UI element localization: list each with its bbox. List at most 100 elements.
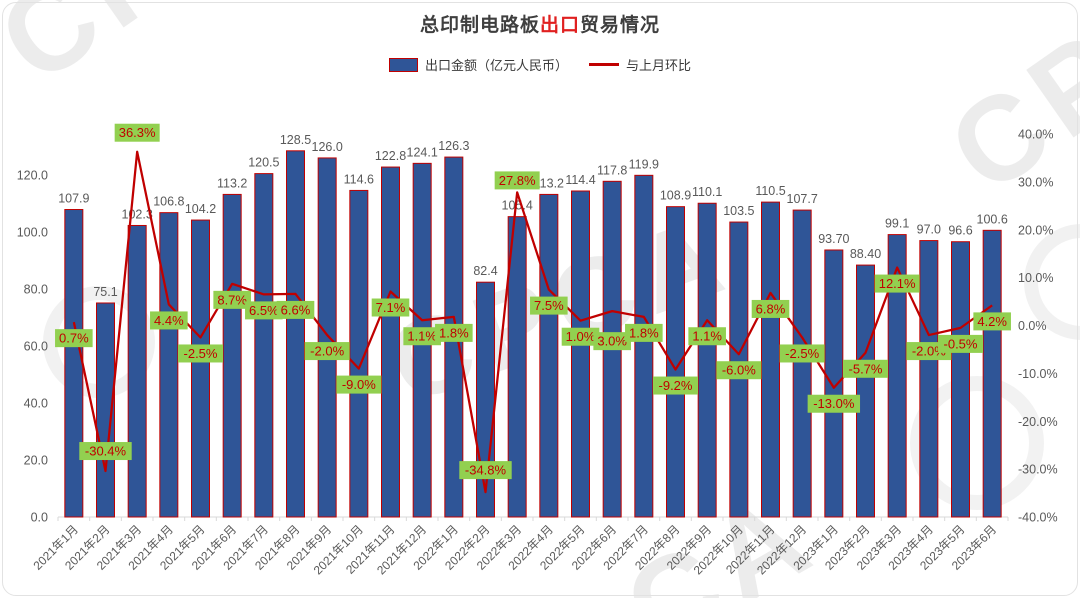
bar-value-label: 108.9 (660, 189, 691, 203)
pct-label: 36.3% (119, 125, 156, 140)
pct-label-bg (688, 327, 726, 346)
pct-label-bg (874, 274, 920, 293)
bar-value-label: 104.2 (185, 202, 216, 216)
y-axis-left-label: 100.0 (17, 226, 48, 240)
y-axis-right-label: 40.0% (1018, 128, 1053, 142)
pct-label-bg (459, 461, 512, 480)
legend-bar-swatch (388, 57, 418, 72)
y-axis-right-label: 20.0% (1018, 223, 1053, 237)
pct-label: 1.8% (439, 325, 469, 340)
bar-value-label: 88.40 (850, 247, 881, 261)
legend-line-swatch (589, 63, 619, 66)
bar-value-label: 102.3 (122, 207, 153, 221)
pct-label-bg (938, 334, 983, 353)
bar-value-label: 113.2 (217, 176, 247, 190)
chart-legend: 出口金额（亿元人民币） 与上月环比 (0, 55, 1080, 74)
bar (951, 241, 970, 518)
bar-value-label: 128.5 (280, 133, 311, 147)
bar (792, 209, 812, 518)
pct-label: -2.5% (184, 346, 218, 361)
bar-value-label: 97.0 (917, 223, 941, 237)
pct-label: -5.7% (849, 361, 883, 376)
title-suffix: 贸易情况 (580, 15, 661, 36)
bar-value-label: 110.5 (755, 184, 785, 198)
bar (254, 173, 274, 518)
bar (761, 201, 780, 518)
bar (697, 202, 717, 518)
pct-label-bg (625, 323, 663, 342)
bar (222, 193, 242, 518)
bar (317, 157, 337, 518)
pct-label: -13.0% (813, 396, 855, 411)
pct-label-bg (178, 344, 223, 363)
pct-label-bg (973, 312, 1011, 331)
pct-label: 7.1% (376, 300, 406, 315)
pct-label: 1.1% (407, 329, 437, 344)
y-axis-right-label: 30.0% (1018, 175, 1053, 189)
bar-value-label: 119.9 (629, 157, 659, 171)
pct-label: -9.2% (659, 378, 693, 393)
bar (349, 189, 369, 518)
pct-label: -9.0% (342, 377, 376, 392)
bar (191, 219, 210, 518)
y-axis-right-label: -20.0% (1018, 415, 1058, 429)
pct-label: -30.4% (85, 444, 127, 459)
pct-label-bg (807, 394, 861, 413)
bar-value-label: 99.1 (885, 217, 909, 231)
pct-label-bg (336, 375, 382, 394)
bar (571, 190, 590, 518)
y-axis-left-label: 20.0 (24, 454, 48, 468)
pct-label: 6.8% (756, 301, 786, 316)
bar-value-label: 114.6 (344, 172, 374, 186)
pct-label: 6.6% (281, 302, 311, 317)
y-axis-right-label: -40.0% (1018, 511, 1058, 525)
pct-label-bg (150, 311, 188, 330)
bar-value-label: 126.0 (312, 140, 343, 154)
bar (159, 212, 179, 518)
bar (824, 249, 844, 518)
bar (64, 209, 84, 518)
bar-value-label: 75.1 (93, 285, 117, 299)
pct-label: 12.1% (879, 276, 916, 291)
pct-label-bg (304, 342, 350, 361)
pct-label-bg (403, 327, 441, 346)
bar-value-label: 122.8 (375, 149, 406, 163)
pct-label: 6.5% (249, 303, 279, 318)
pct-label: -2.5% (785, 346, 819, 361)
bar-value-label: 82.4 (473, 264, 497, 278)
bar-value-label: 105.4 (502, 199, 533, 213)
pct-label-bg (779, 344, 825, 363)
y-axis-right-label: -30.0% (1018, 463, 1058, 477)
bar (856, 264, 875, 518)
pct-label: -0.5% (944, 336, 978, 351)
pct-label-bg (751, 299, 790, 318)
pct-label-bg (653, 376, 698, 395)
title-highlight: 出口 (539, 15, 580, 36)
pct-label: 1.0% (566, 329, 596, 344)
bar-value-label: 126.3 (438, 139, 469, 153)
pct-label-bg (79, 442, 132, 461)
pct-label-bg (245, 301, 283, 320)
bar (127, 224, 147, 518)
y-axis-right-label: 0.0% (1018, 319, 1047, 333)
bar-value-label: 106.8 (153, 195, 184, 209)
bar-value-label: 124.1 (407, 145, 438, 159)
bar-value-label: 107.7 (787, 192, 818, 206)
pct-label: -6.0% (722, 363, 756, 378)
bar-value-label: 103.5 (723, 204, 754, 218)
y-axis-right-label: 10.0% (1018, 271, 1053, 285)
bar-value-label: 120.5 (248, 156, 279, 170)
bar (96, 302, 115, 518)
pct-label: 7.5% (534, 298, 564, 313)
y-axis-right-label: -10.0% (1018, 367, 1058, 381)
pct-label: 4.4% (154, 313, 184, 328)
bar (666, 206, 685, 518)
y-axis-left-label: 60.0 (24, 340, 48, 354)
pct-label: 3.0% (597, 334, 627, 349)
pct-label: 4.2% (977, 314, 1007, 329)
bar (286, 150, 305, 518)
bar (887, 234, 907, 518)
y-axis-left-label: 120.0 (17, 169, 48, 183)
pct-label-bg (716, 361, 762, 380)
